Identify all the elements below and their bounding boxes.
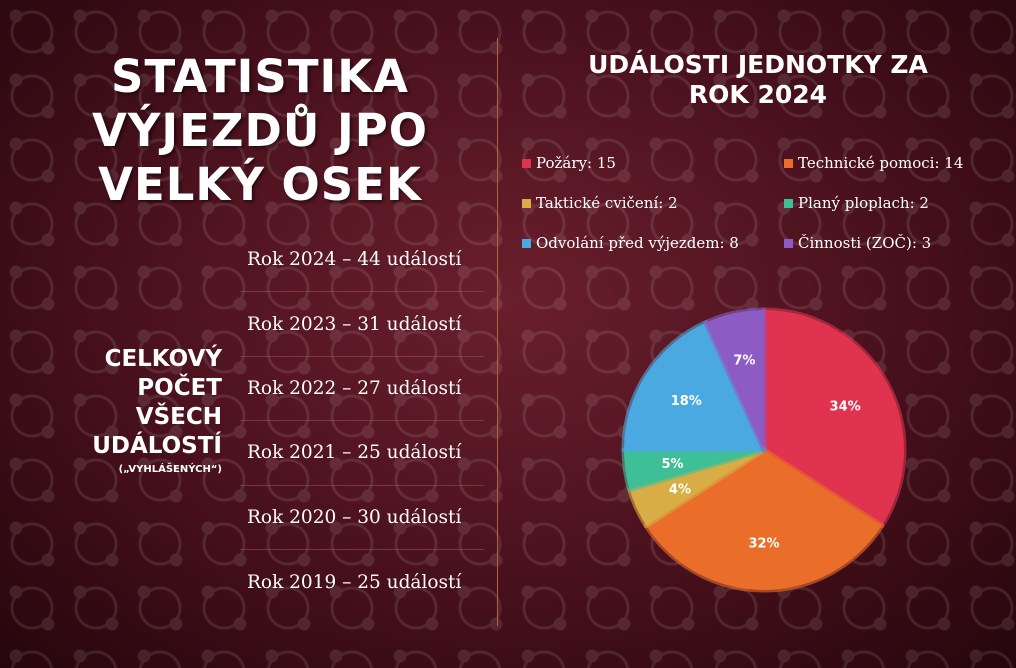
main-title: STATISTIKA VÝJEZDŮ JPO VELKÝ OSEK bbox=[40, 50, 480, 212]
legend-swatch bbox=[522, 198, 531, 208]
slice-label: 32% bbox=[748, 536, 779, 551]
legend-swatch bbox=[522, 238, 531, 248]
legend-swatch bbox=[784, 198, 793, 208]
year-row-2022: Rok 2022 – 27 událostí bbox=[240, 357, 484, 422]
slice-label: 7% bbox=[733, 354, 755, 369]
legend-label: Taktické cvičení: 2 bbox=[536, 194, 678, 212]
total-heading-line-1: CELKOVÝ bbox=[104, 346, 222, 372]
legend-item: Planý ploplach: 2 bbox=[784, 194, 929, 212]
legend-item: Taktické cvičení: 2 bbox=[522, 194, 678, 212]
legend-swatch bbox=[522, 158, 531, 168]
year-row-2020: Rok 2020 – 30 událostí bbox=[240, 486, 484, 550]
legend-swatch bbox=[784, 238, 793, 248]
slice-label: 5% bbox=[662, 457, 684, 472]
pie-slice bbox=[703, 307, 767, 453]
year-row-2019: Rok 2019 – 25 událostí bbox=[247, 571, 462, 593]
legend-swatch bbox=[784, 158, 793, 168]
chart-title-line-2: ROK 2024 bbox=[688, 80, 828, 109]
main-title-line-1: STATISTIKA bbox=[111, 50, 409, 103]
main-title-line-2: VÝJEZDŮ JPO bbox=[91, 104, 429, 157]
pie-slice bbox=[643, 447, 885, 593]
yearly-totals-list: Rok 2024 – 44 událostí Rok 2023 – 31 udá… bbox=[240, 228, 484, 614]
pie-chart: 34% 32% 4% 5% 18% 7% bbox=[621, 307, 907, 593]
pie-slice bbox=[621, 320, 767, 453]
chart-title: UDÁLOSTI JEDNOTKY ZA ROK 2024 bbox=[548, 50, 968, 110]
slice-label: 18% bbox=[671, 394, 702, 409]
year-row-2024: Rok 2024 – 44 událostí bbox=[240, 228, 484, 293]
legend-label: Požáry: 15 bbox=[536, 154, 616, 172]
total-heading-line-2: POČET bbox=[137, 375, 222, 401]
legend-item: Činnosti (ZOČ): 3 bbox=[784, 234, 931, 252]
slice-label: 34% bbox=[830, 400, 861, 415]
legend-label: Činnosti (ZOČ): 3 bbox=[798, 234, 932, 252]
chart-title-line-1: UDÁLOSTI JEDNOTKY ZA bbox=[588, 50, 928, 79]
legend-item: Odvolání před výjezdem: 8 bbox=[522, 234, 739, 252]
main-title-line-3: VELKÝ OSEK bbox=[98, 158, 422, 211]
legend-label: Planý ploplach: 2 bbox=[798, 194, 929, 212]
vertical-divider bbox=[497, 38, 498, 626]
legend-label: Odvolání před výjezdem: 8 bbox=[536, 234, 739, 252]
legend-item: Technické pomoci: 14 bbox=[784, 154, 963, 172]
legend-label: Technické pomoci: 14 bbox=[798, 154, 964, 172]
slice-label: 4% bbox=[669, 482, 691, 497]
total-events-heading: CELKOVÝ POČET VŠECH UDÁLOSTÍ („VYHLÁŠENÝ… bbox=[50, 345, 222, 477]
total-heading-line-4: UDÁLOSTÍ bbox=[92, 433, 222, 459]
year-row-2023: Rok 2023 – 31 událostí bbox=[240, 292, 484, 357]
year-row-2021: Rok 2021 – 25 událostí bbox=[240, 421, 484, 486]
legend-item: Požáry: 15 bbox=[522, 154, 616, 172]
total-heading-line-3: VŠECH bbox=[135, 404, 222, 430]
total-heading-subtitle: („VYHLÁŠENÝCH“) bbox=[118, 464, 222, 475]
